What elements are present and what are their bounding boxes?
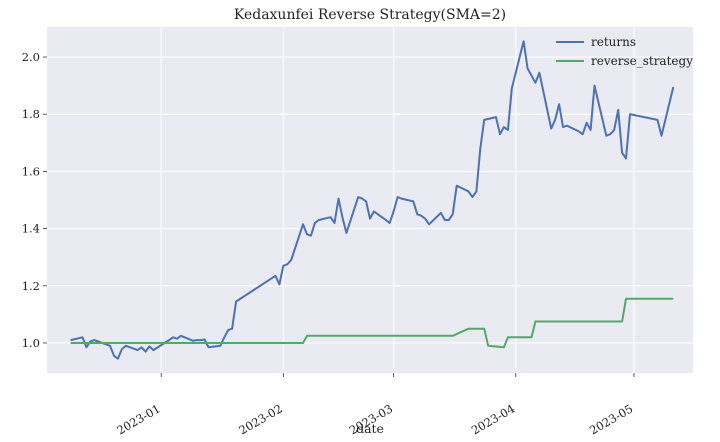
x-tick-label: 2023-01 (114, 401, 162, 437)
series-line-reverse-strategy (70, 297, 674, 349)
x-tick-label: 2023-04 (469, 401, 517, 437)
y-tick-label: 1.6 (22, 164, 40, 178)
y-tick-label: 1.4 (22, 222, 40, 236)
x-tick-label: 2023-05 (587, 401, 635, 437)
legend-label: reverse_strategy (591, 54, 693, 68)
series-lines (70, 40, 675, 360)
x-axis-label: date (356, 421, 384, 436)
y-tick-label: 2.0 (22, 50, 40, 64)
y-tick-label: 1.2 (22, 279, 40, 293)
chart-title: Kedaxunfei Reverse Strategy(SMA=2) (234, 7, 506, 23)
y-tick-label: 1.0 (22, 336, 40, 350)
y-tick-label: 1.8 (22, 107, 40, 121)
x-tick-label: 2023-02 (236, 401, 284, 437)
series-line-returns (70, 40, 675, 360)
plot-area (47, 27, 693, 373)
legend: returns reverse_strategy (556, 35, 693, 68)
legend-label: returns (591, 35, 636, 49)
grid (47, 27, 693, 373)
